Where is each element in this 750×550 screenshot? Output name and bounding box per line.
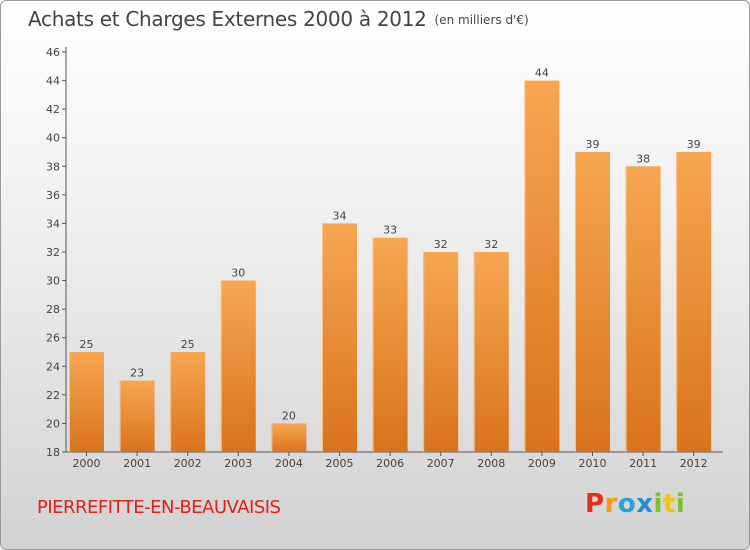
logo-letter: i	[675, 489, 686, 519]
chart-subtitle: (en milliers d'€)	[434, 13, 529, 27]
bar	[473, 252, 509, 452]
y-tick-label: 44	[46, 75, 60, 88]
x-tick-label: 2009	[528, 457, 556, 470]
y-tick-label: 20	[46, 417, 60, 430]
proxiti-logo: Proxiti	[585, 489, 685, 519]
x-tick-label: 2006	[376, 457, 404, 470]
y-tick-label: 22	[46, 389, 60, 402]
x-tick-label: 2003	[224, 457, 252, 470]
logo-letter: x	[636, 489, 654, 519]
bar	[69, 352, 104, 452]
bar-value-label: 32	[434, 238, 448, 251]
logo-letter: o	[617, 489, 637, 519]
place-name: PIERREFITTE-EN-BEAUVAISIS	[37, 497, 281, 518]
bar-value-label: 30	[231, 267, 245, 280]
bar-value-label: 25	[181, 338, 195, 351]
y-tick-label: 36	[46, 189, 60, 202]
chart-bars: 25 23 25 30 20 34 33 32 32 44 39 38 39	[69, 67, 712, 453]
bar	[676, 152, 712, 452]
y-tick-label: 30	[46, 275, 60, 288]
bar-value-label: 39	[687, 138, 701, 151]
y-tick-label: 24	[46, 360, 60, 373]
bar	[119, 380, 155, 452]
y-tick-label: 34	[46, 217, 60, 230]
bar-value-label: 32	[484, 238, 498, 251]
y-tick-label: 46	[46, 46, 60, 59]
bar	[372, 237, 408, 452]
x-tick-label: 2001	[123, 457, 151, 470]
bar-value-label: 20	[282, 409, 296, 422]
bar-value-label: 44	[535, 67, 549, 80]
bar-value-label: 25	[80, 338, 94, 351]
chart-axes: 18 20 22 24 26 28 30 32 34 36 38 40 42 44 46 2000 2001 20…	[46, 46, 723, 470]
logo-letter: t	[662, 489, 676, 519]
x-tick-label: 2004	[275, 457, 303, 470]
logo-letter: i	[653, 489, 663, 519]
bar	[524, 80, 560, 453]
bar-value-label: 38	[636, 152, 650, 165]
y-tick-label: 26	[46, 332, 60, 345]
x-tick-label: 2005	[326, 457, 354, 470]
x-tick-label: 2011	[629, 457, 657, 470]
x-tick-label: 2002	[174, 457, 202, 470]
y-tick-label: 28	[46, 303, 60, 316]
chart-title: Achats et Charges Externes 2000 à 2012 (e…	[28, 7, 529, 31]
bar-value-label: 33	[383, 224, 397, 237]
y-tick-label: 40	[46, 132, 60, 145]
bar	[220, 280, 256, 452]
x-tick-label: 2010	[579, 457, 607, 470]
bar-value-label: 23	[130, 367, 144, 380]
x-tick-label: 2008	[477, 457, 505, 470]
bar	[271, 423, 307, 452]
bar	[625, 166, 661, 453]
x-tick-label: 2012	[680, 457, 708, 470]
y-tick-label: 42	[46, 103, 60, 116]
x-tick-label: 2007	[427, 457, 455, 470]
bar	[322, 223, 357, 452]
logo-letter: r	[604, 489, 618, 519]
bar	[170, 352, 206, 452]
logo-letter: P	[585, 489, 605, 519]
bar-value-label: 34	[333, 209, 347, 222]
bar	[575, 152, 610, 452]
y-tick-label: 38	[46, 160, 60, 173]
x-tick-label: 2000	[73, 457, 101, 470]
y-tick-label: 18	[46, 446, 60, 459]
chart-title-text: Achats et Charges Externes 2000 à 2012	[28, 7, 427, 31]
bar-value-label: 39	[586, 138, 600, 151]
y-tick-label: 32	[46, 246, 60, 259]
bar	[423, 252, 459, 452]
